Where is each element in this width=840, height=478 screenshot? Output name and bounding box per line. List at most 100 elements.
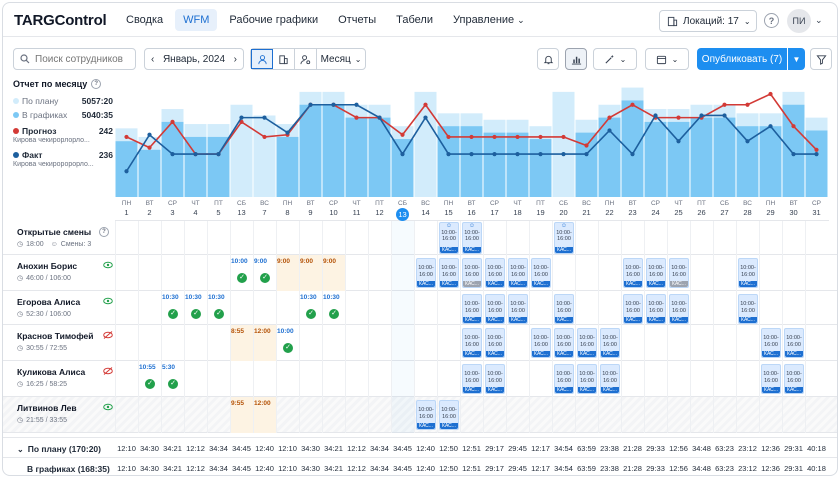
day-cell[interactable] xyxy=(621,361,644,397)
day-cell[interactable]: 10:00-16:00 КАС... xyxy=(575,361,598,397)
day-cell[interactable] xyxy=(782,255,805,291)
day-cell[interactable]: 10:00-16:00 КАС... xyxy=(460,325,483,361)
day-cell[interactable]: 10:30 ✓ xyxy=(161,291,184,325)
person-settings-icon[interactable] xyxy=(295,49,317,69)
eye-off-icon[interactable] xyxy=(103,367,113,377)
day-cell[interactable] xyxy=(414,361,437,397)
shift-card[interactable]: 10:00-16:00 КАС... xyxy=(531,258,551,288)
day-cell[interactable]: 10:00-16:00 КАС... xyxy=(529,325,552,361)
day-cell[interactable] xyxy=(805,361,828,397)
day-cell[interactable] xyxy=(138,325,161,361)
shift-card[interactable]: 10:00-16:00 КАС... xyxy=(669,258,689,288)
day-cell[interactable] xyxy=(230,291,253,325)
eye-icon[interactable] xyxy=(103,297,113,307)
shift-card[interactable]: 10:00-16:00 КАС... xyxy=(462,294,482,324)
day-cell[interactable] xyxy=(460,397,483,433)
day-cell[interactable]: 10:00-16:00 КАС... xyxy=(667,255,690,291)
day-cell[interactable]: 10:00-16:00 КАС... xyxy=(759,361,782,397)
day-cell[interactable]: ☺ 10:00-16:00 КАС... xyxy=(437,221,460,255)
shift-card[interactable]: 10:00-16:00 КАС... xyxy=(646,294,666,324)
day-cell[interactable]: 5:30 ✓ xyxy=(161,361,184,397)
day-cell[interactable] xyxy=(736,397,759,433)
day-cell[interactable]: 10:00-16:00 КАС... xyxy=(552,325,575,361)
employee-name[interactable]: Анохин Борис xyxy=(17,261,113,271)
day-cell[interactable] xyxy=(299,397,322,433)
day-cell[interactable] xyxy=(575,255,598,291)
eye-off-icon[interactable] xyxy=(103,331,113,341)
shift-card[interactable]: 10:00-16:00 КАС... xyxy=(462,364,482,394)
day-cell[interactable]: 10:00-16:00 КАС... xyxy=(782,325,805,361)
day-cell[interactable]: 12:00 xyxy=(253,397,276,433)
day-cell[interactable] xyxy=(184,221,207,255)
shift-card[interactable]: 10:00-16:00 КАС... xyxy=(784,364,804,394)
day-cell[interactable]: 10:00-16:00 КАС... xyxy=(460,291,483,325)
magic-wand-menu[interactable]: ⌄ xyxy=(593,48,637,70)
shift-card[interactable]: 10:00-16:00 КАС... xyxy=(485,294,505,324)
day-cell[interactable] xyxy=(253,221,276,255)
day-cell[interactable] xyxy=(690,397,713,433)
day-cell[interactable] xyxy=(690,291,713,325)
day-cell[interactable] xyxy=(506,325,529,361)
day-cell[interactable] xyxy=(414,325,437,361)
shift-card[interactable]: 10:00-16:00 КАС... xyxy=(623,294,643,324)
shift-card[interactable]: 10:00-16:00 КАС... xyxy=(646,258,666,288)
day-cell[interactable] xyxy=(782,291,805,325)
day-cell[interactable] xyxy=(529,221,552,255)
day-cell[interactable] xyxy=(805,397,828,433)
day-cell[interactable] xyxy=(736,361,759,397)
day-cell[interactable] xyxy=(598,221,621,255)
building-view-icon[interactable] xyxy=(273,49,295,69)
day-cell[interactable] xyxy=(368,361,391,397)
day-cell[interactable] xyxy=(345,325,368,361)
shift-card[interactable]: 10:00-16:00 КАС... xyxy=(462,328,482,358)
day-cell[interactable]: 10:00-16:00 КАС... xyxy=(552,361,575,397)
shift-card[interactable]: 10:00-16:00 КАС... xyxy=(577,328,597,358)
eye-icon[interactable] xyxy=(103,261,113,271)
day-cell[interactable] xyxy=(713,291,736,325)
day-cell[interactable] xyxy=(345,291,368,325)
day-cell[interactable] xyxy=(598,255,621,291)
day-cell[interactable] xyxy=(299,325,322,361)
period-label[interactable]: Январь, 2024 xyxy=(162,53,226,65)
day-cell[interactable] xyxy=(667,361,690,397)
day-cell[interactable]: 10:30 ✓ xyxy=(207,291,230,325)
day-cell[interactable] xyxy=(598,397,621,433)
day-cell[interactable]: 10:00-16:00 КАС... xyxy=(483,361,506,397)
chevron-down-icon[interactable]: ⌄ xyxy=(17,444,24,454)
day-cell[interactable] xyxy=(207,361,230,397)
day-cell[interactable] xyxy=(644,397,667,433)
day-cell[interactable] xyxy=(713,255,736,291)
shift-card[interactable]: 10:00-16:00 КАС... xyxy=(600,364,620,394)
day-cell[interactable] xyxy=(391,221,414,255)
day-cell[interactable]: 10:55 ✓ xyxy=(138,361,161,397)
day-cell[interactable] xyxy=(506,361,529,397)
day-cell[interactable]: 10:00-16:00 КАС... xyxy=(483,255,506,291)
shift-card[interactable]: 10:00-16:00 КАС... xyxy=(416,400,436,430)
day-cell[interactable] xyxy=(805,325,828,361)
help-icon[interactable]: ? xyxy=(764,13,779,28)
day-cell[interactable] xyxy=(368,397,391,433)
day-cell[interactable]: 10:00-16:00 КАС... xyxy=(759,325,782,361)
open-shift-card[interactable]: ☺ 10:00-16:00 КАС... xyxy=(439,222,459,254)
day-cell[interactable] xyxy=(506,397,529,433)
day-cell[interactable] xyxy=(437,325,460,361)
nav-item[interactable]: Рабочие графики xyxy=(221,9,326,31)
day-cell[interactable] xyxy=(345,361,368,397)
day-cell[interactable]: 9:00 ✓ xyxy=(253,255,276,291)
day-cell[interactable] xyxy=(207,255,230,291)
employee-name[interactable]: Литвинов Лев xyxy=(17,403,113,413)
day-cell[interactable] xyxy=(391,361,414,397)
day-cell[interactable] xyxy=(713,325,736,361)
day-cell[interactable] xyxy=(667,221,690,255)
scale-select[interactable]: Месяц ⌄ xyxy=(317,49,365,69)
chart-toggle-icon[interactable] xyxy=(565,48,587,70)
day-cell[interactable] xyxy=(253,291,276,325)
day-cell[interactable]: 10:00-16:00 КАС... xyxy=(437,255,460,291)
day-cell[interactable] xyxy=(138,397,161,433)
day-cell[interactable] xyxy=(506,221,529,255)
day-cell[interactable] xyxy=(690,255,713,291)
day-cell[interactable] xyxy=(184,397,207,433)
publish-button[interactable]: Опубликовать (7) xyxy=(697,48,787,70)
day-cell[interactable] xyxy=(690,221,713,255)
day-cell[interactable] xyxy=(345,255,368,291)
